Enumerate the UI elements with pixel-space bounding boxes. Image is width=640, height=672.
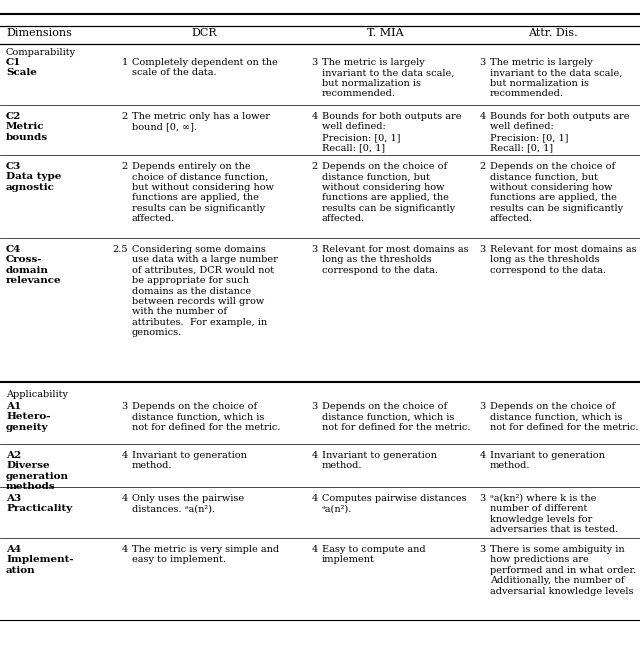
- Text: 2.5: 2.5: [113, 245, 128, 254]
- Text: Applicability: Applicability: [6, 390, 68, 399]
- Text: 4: 4: [122, 545, 128, 554]
- Text: 2: 2: [122, 162, 128, 171]
- Text: 2: 2: [312, 162, 318, 171]
- Text: 4: 4: [480, 451, 486, 460]
- Text: 2: 2: [480, 162, 486, 171]
- Text: 1: 1: [122, 58, 128, 67]
- Text: The metric is largely
invariant to the data scale,
but normalization is
recommen: The metric is largely invariant to the d…: [490, 58, 622, 98]
- Text: The metric only has a lower
bound [0, ∞].: The metric only has a lower bound [0, ∞]…: [132, 112, 270, 132]
- Text: Depends on the choice of
distance function, which is
not for defined for the met: Depends on the choice of distance functi…: [490, 402, 639, 432]
- Text: A4
Implement-
ation: A4 Implement- ation: [6, 545, 74, 575]
- Text: 3: 3: [480, 494, 486, 503]
- Text: Bounds for both outputs are
well defined:
Precision: [0, 1]
Recall: [0, 1]: Bounds for both outputs are well defined…: [490, 112, 630, 152]
- Text: 4: 4: [312, 545, 318, 554]
- Text: Only uses the pairwise
distances. ᵊa(n²).: Only uses the pairwise distances. ᵊa(n²)…: [132, 494, 244, 513]
- Text: 4: 4: [312, 494, 318, 503]
- Text: Completely dependent on the
scale of the data.: Completely dependent on the scale of the…: [132, 58, 278, 77]
- Text: The metric is very simple and
easy to implement.: The metric is very simple and easy to im…: [132, 545, 279, 564]
- Text: Comparability: Comparability: [6, 48, 76, 57]
- Text: DCR: DCR: [191, 28, 217, 38]
- Text: Invariant to generation
method.: Invariant to generation method.: [322, 451, 437, 470]
- Text: 3: 3: [480, 545, 486, 554]
- Text: Invariant to generation
method.: Invariant to generation method.: [490, 451, 605, 470]
- Text: A3
Practicality: A3 Practicality: [6, 494, 72, 513]
- Text: C4
Cross-
domain
relevance: C4 Cross- domain relevance: [6, 245, 61, 285]
- Text: Depends on the choice of
distance function, but
without considering how
function: Depends on the choice of distance functi…: [322, 162, 455, 223]
- Text: Relevant for most domains as
long as the thresholds
correspond to the data.: Relevant for most domains as long as the…: [322, 245, 468, 275]
- Text: ᵊa(kn²) where k is the
number of different
knowledge levels for
adversaries that: ᵊa(kn²) where k is the number of differe…: [490, 494, 618, 534]
- Text: 4: 4: [122, 494, 128, 503]
- Text: There is some ambiguity in
how predictions are
performed and in what order.
Addi: There is some ambiguity in how predictio…: [490, 545, 636, 595]
- Text: Computes pairwise distances
ᵊa(n²).: Computes pairwise distances ᵊa(n²).: [322, 494, 467, 513]
- Text: Bounds for both outputs are
well defined:
Precision: [0, 1]
Recall: [0, 1]: Bounds for both outputs are well defined…: [322, 112, 461, 152]
- Text: 3: 3: [480, 402, 486, 411]
- Text: The metric is largely
invariant to the data scale,
but normalization is
recommen: The metric is largely invariant to the d…: [322, 58, 454, 98]
- Text: A1
Hetero-
geneity: A1 Hetero- geneity: [6, 402, 51, 432]
- Text: Invariant to generation
method.: Invariant to generation method.: [132, 451, 247, 470]
- Text: Attr. Dis.: Attr. Dis.: [528, 28, 577, 38]
- Text: Depends on the choice of
distance function, but
without considering how
function: Depends on the choice of distance functi…: [490, 162, 623, 223]
- Text: Depends entirely on the
choice of distance function,
but without considering how: Depends entirely on the choice of distan…: [132, 162, 274, 223]
- Text: 3: 3: [480, 245, 486, 254]
- Text: 3: 3: [312, 245, 318, 254]
- Text: T. MIA: T. MIA: [367, 28, 404, 38]
- Text: 4: 4: [312, 112, 318, 121]
- Text: 2: 2: [122, 112, 128, 121]
- Text: C1
Scale: C1 Scale: [6, 58, 37, 77]
- Text: Dimensions: Dimensions: [6, 28, 72, 38]
- Text: C3
Data type
agnostic: C3 Data type agnostic: [6, 162, 61, 192]
- Text: A2
Diverse
generation
methods: A2 Diverse generation methods: [6, 451, 69, 491]
- Text: Easy to compute and
implement: Easy to compute and implement: [322, 545, 426, 564]
- Text: Considering some domains
use data with a large number
of attributes, DCR would n: Considering some domains use data with a…: [132, 245, 278, 337]
- Text: 4: 4: [480, 112, 486, 121]
- Text: 3: 3: [312, 58, 318, 67]
- Text: 4: 4: [312, 451, 318, 460]
- Text: Depends on the choice of
distance function, which is
not for defined for the met: Depends on the choice of distance functi…: [322, 402, 470, 432]
- Text: C2
Metric
bounds: C2 Metric bounds: [6, 112, 48, 142]
- Text: 3: 3: [122, 402, 128, 411]
- Text: 3: 3: [480, 58, 486, 67]
- Text: Depends on the choice of
distance function, which is
not for defined for the met: Depends on the choice of distance functi…: [132, 402, 280, 432]
- Text: Relevant for most domains as
long as the thresholds
correspond to the data.: Relevant for most domains as long as the…: [490, 245, 637, 275]
- Text: 4: 4: [122, 451, 128, 460]
- Text: 3: 3: [312, 402, 318, 411]
